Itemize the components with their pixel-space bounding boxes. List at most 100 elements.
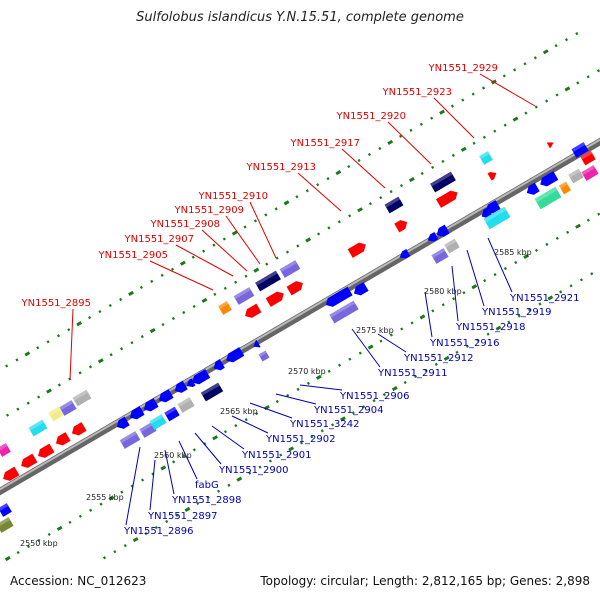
gene-lower: [174, 380, 188, 393]
gene-upper: [479, 151, 493, 165]
tick-mark: [465, 344, 469, 348]
tick-mark: [481, 86, 486, 90]
tick-mark: [222, 237, 226, 241]
gene-lower: [226, 347, 245, 363]
tick-mark: [434, 362, 438, 366]
leader-line-bottom: [231, 415, 269, 434]
tick-mark: [534, 248, 539, 253]
tick-mark: [451, 153, 455, 157]
tick-mark: [586, 75, 590, 79]
tick-mark: [165, 519, 169, 524]
tick-mark: [16, 407, 20, 411]
tick-mark: [471, 284, 478, 290]
leader-line-bottom: [211, 425, 245, 450]
gene-lower: [483, 206, 511, 230]
tick-mark: [175, 513, 179, 518]
tick-mark: [348, 214, 352, 218]
gene-lower: [116, 416, 130, 429]
tick-mark: [408, 176, 415, 183]
tick-mark: [586, 218, 590, 222]
tick-mark: [258, 465, 262, 469]
tick-mark: [420, 171, 424, 176]
gene-upper: [384, 196, 404, 214]
tick-mark: [139, 285, 143, 289]
tick-mark: [196, 501, 200, 505]
tick-mark: [317, 232, 321, 236]
tick-mark: [275, 399, 279, 404]
tick-mark: [154, 525, 158, 530]
tick-mark: [130, 341, 134, 345]
tick-mark: [503, 123, 507, 127]
tick-mark: [26, 544, 31, 549]
tick-mark: [424, 368, 428, 373]
tick-mark: [46, 388, 52, 394]
page-title: Sulfolobus islandicus Y.N.15.51, complet…: [136, 10, 464, 25]
tick-mark: [4, 556, 11, 562]
gene-lower: [186, 378, 196, 387]
tick-mark: [316, 183, 320, 187]
genome-backbone: [0, 137, 600, 496]
tick-mark: [545, 99, 549, 103]
tick-mark: [123, 544, 127, 548]
gene-upper: [48, 406, 64, 422]
tick-mark: [513, 68, 517, 72]
tick-mark: [331, 423, 335, 427]
tick-mark: [253, 219, 257, 223]
tick-mark: [149, 328, 156, 334]
tick-mark: [389, 333, 393, 337]
tick-mark: [564, 86, 571, 92]
tick-mark: [597, 212, 600, 216]
tick-mark: [419, 314, 426, 320]
gene-lower: [0, 517, 14, 533]
leader-line-bottom: [249, 402, 293, 419]
tick-mark: [212, 435, 219, 441]
leader-line-bottom: [424, 291, 433, 338]
tick-mark: [305, 189, 309, 193]
leader-line-top: [175, 244, 234, 277]
gene-label-top: YN1551_2910: [198, 191, 269, 202]
tick-mark: [476, 338, 480, 342]
gene-upper: [347, 242, 366, 258]
tick-mark: [320, 429, 324, 433]
gene-label-top: YN1551_2909: [174, 205, 245, 216]
leader-line-top: [249, 201, 277, 259]
tick-mark: [590, 272, 594, 276]
gene-label-bottom: YN1551_2912: [403, 353, 474, 364]
tick-mark: [452, 297, 456, 301]
tick-mark: [36, 346, 40, 350]
tick-mark: [400, 327, 404, 331]
tick-mark: [430, 116, 434, 120]
tick-mark: [5, 364, 9, 368]
gene-label-bottom: YN1551_2904: [313, 405, 384, 416]
tick-mark: [5, 413, 10, 417]
gene-upper: [21, 453, 38, 468]
tick-mark: [413, 374, 418, 379]
gene-label-bottom: YN1551_2902: [265, 434, 336, 445]
tick-mark: [160, 465, 167, 471]
gene-upper: [435, 190, 458, 208]
tick-mark: [264, 213, 268, 217]
leader-line-top: [201, 229, 248, 272]
tick-mark: [150, 279, 154, 283]
gene-upper: [546, 142, 554, 149]
tick-mark: [223, 430, 228, 434]
tick-mark: [268, 459, 272, 463]
tick-mark: [538, 302, 542, 306]
tick-mark: [191, 255, 195, 259]
tick-mark: [236, 476, 243, 482]
leader-line-top: [479, 73, 536, 107]
tick-mark: [182, 454, 186, 458]
tick-mark: [517, 314, 521, 318]
tick-mark: [576, 81, 580, 85]
leader-line-top: [225, 215, 261, 265]
tick-mark: [213, 292, 217, 296]
leader-line-top: [149, 260, 214, 291]
tick-mark: [462, 291, 466, 295]
scale-label: 2570 kbp: [288, 367, 326, 376]
tick-mark: [108, 303, 112, 308]
gene-label-bottom: fabG: [195, 480, 219, 491]
tick-mark: [286, 393, 290, 398]
tick-mark: [88, 365, 93, 369]
gene-label-bottom: YN1551_2916: [429, 338, 500, 349]
tick-mark: [564, 38, 569, 42]
